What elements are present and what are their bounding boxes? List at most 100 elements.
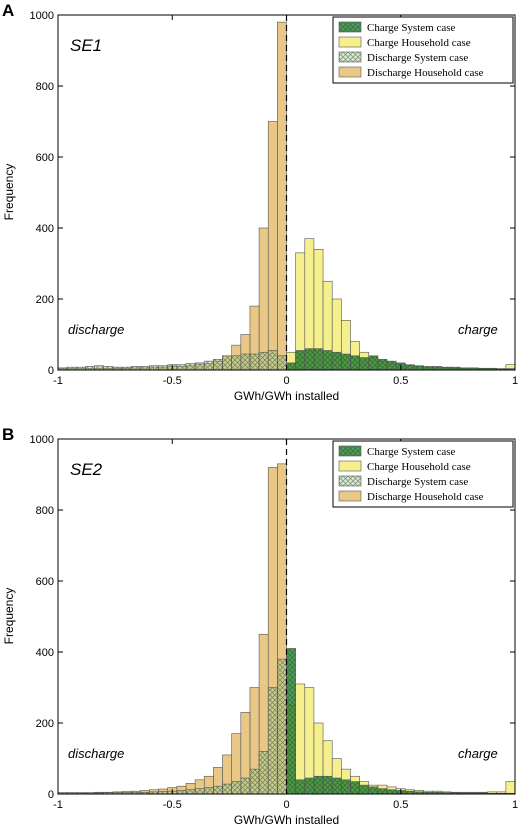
bars-group (58, 463, 515, 794)
x-axis-label: GWh/GWh installed (234, 389, 339, 403)
x-tick-label: 0 (283, 375, 289, 387)
bar-charge-system (295, 350, 306, 370)
legend-entry: Charge Household case (367, 461, 471, 473)
bar-discharge-system (139, 366, 150, 370)
y-tick-label: 0 (48, 365, 54, 377)
y-tick-label: 600 (36, 576, 54, 588)
bar-charge-system (286, 648, 296, 794)
bar-charge-household (295, 683, 306, 794)
bar-discharge-system (277, 658, 287, 794)
bar-discharge-system (94, 365, 104, 370)
y-ticks: 0 200 400 600 800 1000 (30, 434, 515, 801)
bar-discharge-household (267, 121, 278, 370)
y-axis-label: Frequency (2, 164, 16, 221)
bar-charge-system (322, 775, 333, 794)
bar-charge-system (331, 777, 342, 794)
bar-charge-system (331, 351, 342, 370)
y-tick-label: 400 (36, 223, 54, 235)
y-tick-label: 800 (36, 81, 54, 93)
x-ticks: -1 -0.5 0 0.5 1 (53, 15, 518, 387)
bars-group (58, 21, 515, 370)
bar-charge-system (313, 348, 324, 370)
charge-annotation: charge (458, 746, 498, 761)
panel-letter: A (2, 1, 14, 20)
y-tick-label: 0 (48, 789, 54, 801)
legend-box (332, 440, 514, 508)
legend-swatch (338, 475, 362, 487)
bar-discharge-system (158, 365, 168, 370)
panel-b: B 0 200 400 600 800 1000 -1 -0.5 0 0.5 1 GWh/GWh … (2, 425, 518, 827)
bar-charge-system (286, 362, 296, 370)
bar-discharge-system (258, 751, 269, 794)
y-tick-label: 800 (36, 505, 54, 517)
panel-a: A 0 200 400 600 800 1000 -1 -0.5 0 0.5 1 GWh/GWh … (2, 1, 518, 403)
bar-discharge-system (277, 355, 287, 370)
bar-charge-system (304, 777, 315, 794)
bar-charge-household (505, 781, 515, 794)
y-axis-label: Frequency (2, 588, 16, 645)
bar-discharge-system (194, 788, 205, 794)
case-label: SE1 (70, 36, 102, 55)
legend-swatch (338, 66, 362, 78)
bar-discharge-system (130, 366, 141, 370)
panel-letter: B (2, 425, 14, 444)
x-tick-label: -1 (53, 375, 63, 387)
bar-discharge-system (176, 364, 187, 370)
x-tick-label: 1 (512, 375, 518, 387)
bar-charge-system (377, 788, 388, 794)
bar-charge-system (386, 360, 397, 370)
bar-charge-system (359, 357, 370, 370)
bar-discharge-system (103, 366, 114, 370)
bar-charge-system (350, 355, 360, 370)
bar-discharge-household (258, 227, 269, 370)
legend-entry: Discharge Household case (367, 67, 484, 79)
legend-box (332, 16, 514, 84)
bar-charge-system (386, 789, 397, 794)
bar-discharge-system (222, 355, 232, 370)
bar-charge-system (377, 359, 388, 370)
bar-discharge-system (213, 785, 223, 794)
bar-discharge-system (213, 359, 223, 370)
legend-swatch (338, 51, 362, 63)
legend-entry: Discharge System case (367, 476, 468, 488)
y-tick-label: 1000 (30, 10, 54, 22)
legend: Charge System case Charge Household case D… (332, 16, 514, 84)
y-tick-label: 1000 (30, 434, 54, 446)
y-ticks: 0 200 400 600 800 1000 (30, 10, 515, 377)
bar-discharge-system (185, 363, 196, 370)
legend-swatch (338, 460, 362, 472)
legend-entry: Discharge Household case (367, 491, 484, 503)
bar-discharge-household (267, 467, 278, 794)
legend-swatch (338, 21, 362, 33)
bar-discharge-system (203, 360, 214, 370)
discharge-annotation: discharge (68, 322, 124, 337)
x-tick-label: -0.5 (163, 799, 182, 811)
bar-discharge-household (277, 21, 287, 370)
y-tick-label: 600 (36, 152, 54, 164)
bar-discharge-system (194, 362, 205, 370)
y-tick-label: 200 (36, 718, 54, 730)
bar-charge-system (423, 366, 434, 370)
bar-charge-system (368, 786, 379, 794)
case-label: SE2 (70, 460, 103, 479)
bar-discharge-system (231, 355, 242, 370)
bar-discharge-system (85, 366, 95, 370)
bar-discharge-system (249, 768, 260, 794)
bar-charge-system (432, 366, 443, 370)
legend-swatch (338, 36, 362, 48)
bar-discharge-system (176, 790, 187, 794)
bar-discharge-system (231, 781, 242, 794)
y-tick-label: 400 (36, 647, 54, 659)
x-tick-label: 0.5 (393, 799, 408, 811)
bar-discharge-system (203, 787, 214, 794)
discharge-annotation: discharge (68, 746, 124, 761)
x-tick-label: 1 (512, 799, 518, 811)
bar-charge-system (304, 348, 315, 370)
x-tick-label: -0.5 (163, 375, 182, 387)
bar-charge-system (405, 364, 415, 370)
bar-discharge-system (240, 777, 251, 794)
bar-discharge-system (149, 365, 159, 370)
x-tick-label: -1 (53, 799, 63, 811)
x-axis-label: GWh/GWh installed (234, 813, 339, 827)
